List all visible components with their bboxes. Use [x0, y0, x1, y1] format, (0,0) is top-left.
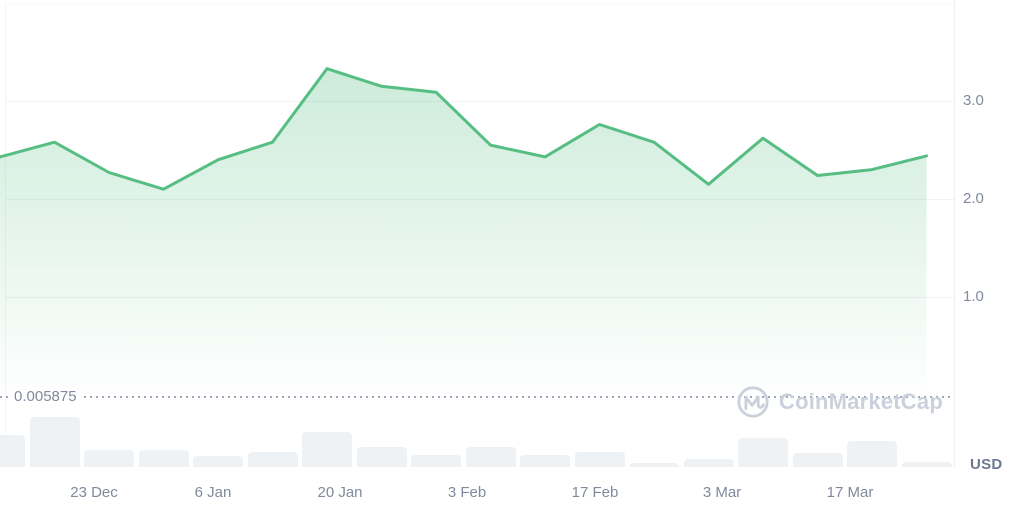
- volume-bar: [84, 450, 134, 467]
- volume-bar: [683, 459, 734, 467]
- volume-bar: [847, 441, 897, 467]
- volume-bar: [247, 452, 298, 467]
- x-axis-label: 17 Mar: [826, 484, 874, 501]
- plot-top-border: [5, 4, 954, 5]
- volume-bar: [629, 463, 679, 467]
- coinmarketcap-logo-icon: [737, 386, 769, 418]
- volume-bar: [520, 455, 570, 467]
- grid-line: [5, 101, 954, 102]
- x-axis-label: 23 Dec: [70, 484, 118, 501]
- watermark-brand-text: CoinMarketCap: [779, 389, 943, 414]
- volume-bar: [193, 456, 243, 467]
- volume-bar: [901, 462, 952, 467]
- x-axis-label: 20 Jan: [317, 484, 363, 501]
- volume-bar: [138, 450, 189, 467]
- volume-bar: [0, 435, 25, 467]
- x-axis-label: 3 Feb: [447, 484, 487, 501]
- volume-bar: [574, 452, 625, 467]
- volume-bar: [792, 453, 843, 467]
- volume-bar: [29, 417, 80, 467]
- x-axis-label: 6 Jan: [194, 484, 232, 501]
- x-axis-label: 3 Mar: [702, 484, 742, 501]
- coinmarketcap-watermark: CoinMarketCap: [736, 385, 943, 419]
- reference-line: [0, 396, 954, 398]
- y-axis-line: [954, 0, 955, 467]
- volume-bars: [0, 405, 954, 467]
- x-axis-label: 17 Feb: [571, 484, 619, 501]
- y-axis-label: 3.0: [963, 92, 984, 109]
- usd-label: USD: [970, 456, 1003, 473]
- volume-bar: [738, 438, 788, 467]
- volume-bar: [356, 447, 407, 467]
- price-line: [0, 67, 928, 191]
- reference-price-label: 0.005875: [10, 388, 81, 406]
- volume-bar: [302, 432, 352, 467]
- y-axis-label: 2.0: [963, 190, 984, 207]
- volume-bar: [411, 455, 461, 467]
- price-area-fill: [0, 68, 927, 397]
- volume-bar: [465, 447, 516, 467]
- y-axis-label: 1.0: [963, 288, 984, 305]
